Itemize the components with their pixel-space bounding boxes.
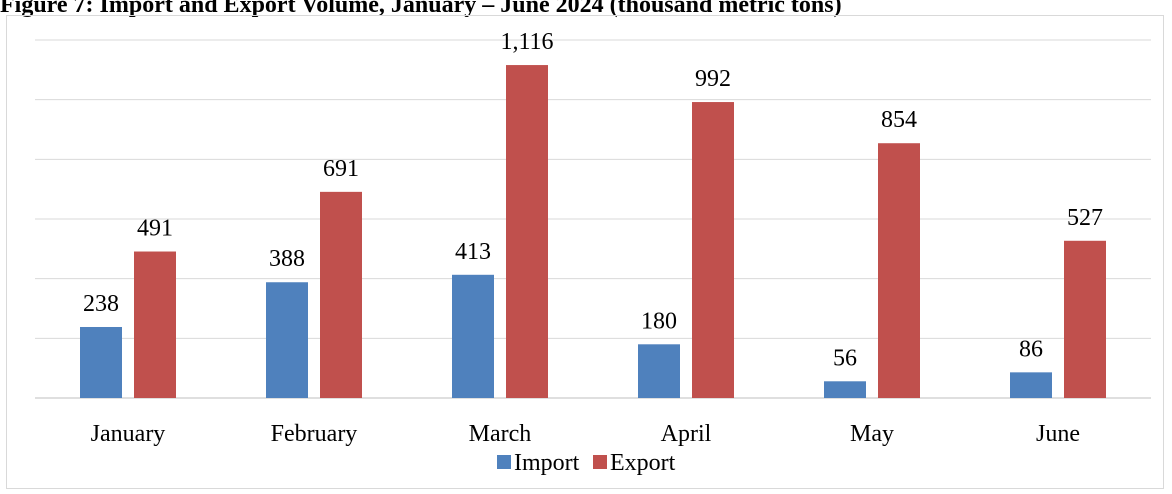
data-labels: 238 491 388 691 413 1,116 180 992 56 854 86 527 bbox=[83, 29, 1103, 371]
import-data-label-june: 86 bbox=[1019, 336, 1043, 362]
import-bar-february bbox=[266, 282, 308, 398]
import-data-label-april: 180 bbox=[641, 308, 677, 334]
legend-swatch-import bbox=[497, 455, 511, 469]
legend-label-import: Import bbox=[514, 450, 580, 476]
export-bar-june bbox=[1064, 240, 1106, 398]
import-bar-may bbox=[824, 381, 866, 398]
x-tick-label-april: April bbox=[661, 421, 712, 447]
import-bar-june bbox=[1010, 372, 1052, 398]
x-tick-label-may: May bbox=[850, 421, 894, 447]
chart-unit-note: (thousand metric tons) bbox=[609, 0, 842, 18]
x-tick-label-june: June bbox=[1036, 421, 1080, 447]
export-data-label-march: 1,116 bbox=[500, 29, 553, 55]
import-data-label-january: 238 bbox=[83, 291, 119, 317]
legend-swatch-export bbox=[593, 455, 607, 469]
export-data-label-january: 491 bbox=[137, 216, 173, 242]
bars bbox=[80, 65, 1106, 398]
export-data-label-april: 992 bbox=[695, 66, 731, 92]
export-data-label-february: 691 bbox=[323, 156, 359, 182]
export-bar-april bbox=[692, 102, 734, 398]
import-bar-january bbox=[80, 326, 122, 398]
import-data-label-may: 56 bbox=[833, 345, 857, 371]
x-tick-label-february: February bbox=[271, 421, 358, 447]
export-bar-january bbox=[134, 251, 176, 398]
import-bar-march bbox=[452, 274, 494, 398]
import-bar-april bbox=[638, 344, 680, 398]
chart-frame bbox=[6, 15, 1164, 489]
x-axis-tick-labels: January February March April May June bbox=[91, 421, 1080, 447]
chart-title-text: Figure 7: Import and Export Volume, Janu… bbox=[0, 0, 604, 18]
x-tick-label-march: March bbox=[469, 421, 532, 447]
legend-label-export: Export bbox=[610, 450, 676, 476]
import-data-label-february: 388 bbox=[269, 246, 305, 272]
import-data-label-march: 413 bbox=[455, 239, 491, 265]
export-bar-may bbox=[878, 143, 920, 398]
export-data-label-june: 527 bbox=[1067, 205, 1103, 231]
export-bar-february bbox=[320, 191, 362, 398]
x-tick-label-january: January bbox=[91, 421, 166, 447]
export-bar-march bbox=[506, 65, 548, 398]
gridlines bbox=[35, 39, 1151, 399]
export-data-label-may: 854 bbox=[881, 107, 917, 133]
chart-title: Figure 7: Import and Export Volume, Janu… bbox=[0, 0, 842, 19]
legend: Import Export bbox=[497, 450, 676, 476]
